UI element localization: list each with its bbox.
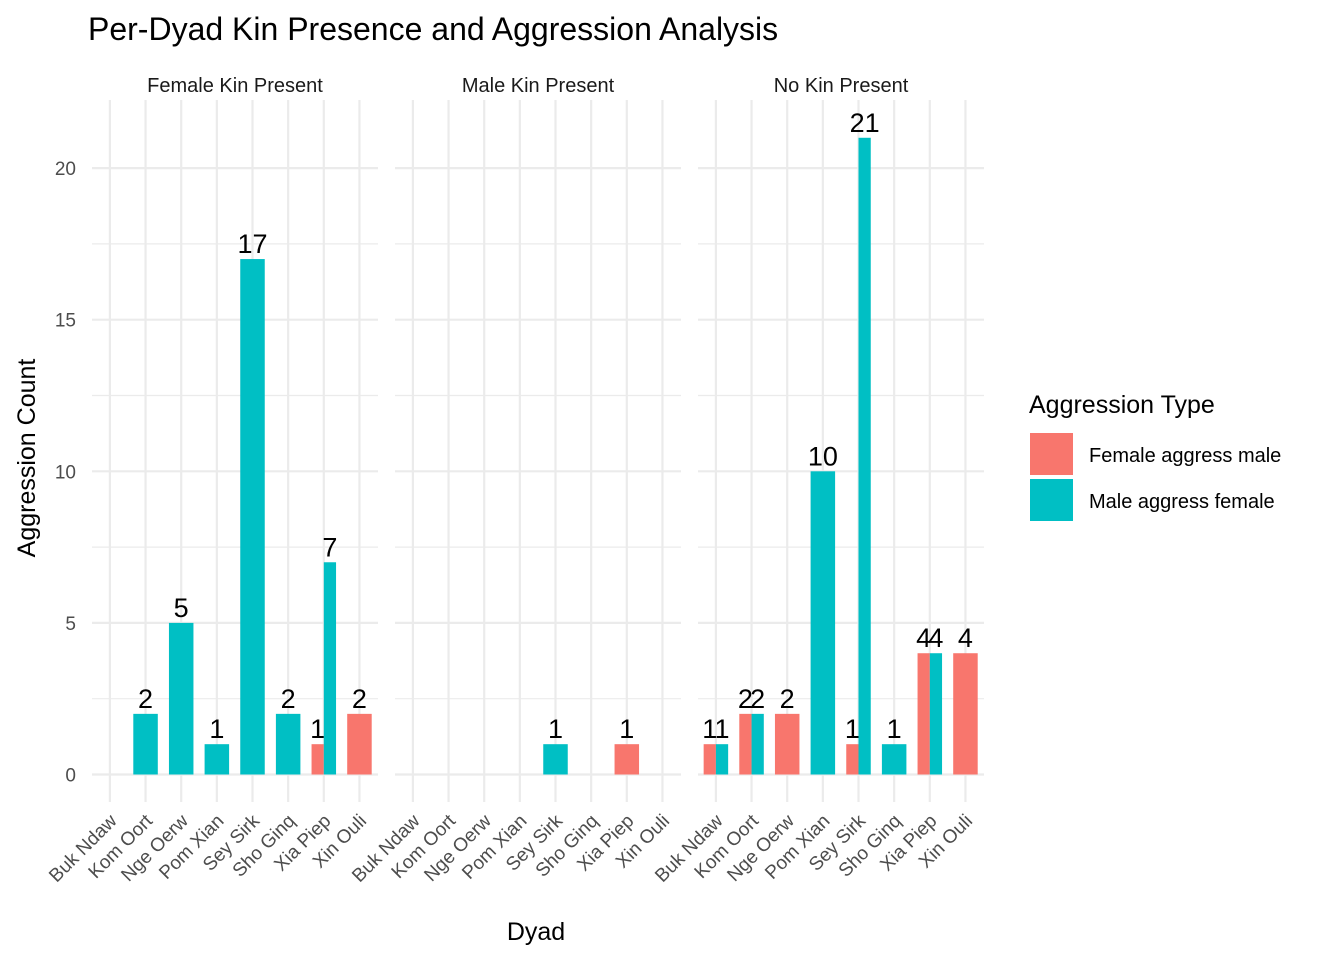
- y-tick-label: 5: [65, 614, 76, 635]
- legend-title: Aggression Type: [1029, 391, 1215, 419]
- bar-value-label: 1: [619, 714, 634, 744]
- bar: [240, 259, 265, 775]
- bar-value-label: 2: [750, 684, 765, 714]
- bar: [133, 713, 158, 775]
- bar: [311, 744, 324, 775]
- y-tick-label: 20: [55, 159, 76, 180]
- bar: [703, 744, 716, 775]
- bar: [881, 744, 907, 775]
- legend-label: Female aggress male: [1089, 445, 1281, 467]
- legend-key: [1030, 479, 1073, 521]
- bar-value-label: 7: [322, 532, 337, 562]
- bar: [929, 653, 943, 775]
- bar-value-label: 1: [548, 714, 563, 744]
- facet-strip-label: Male Kin Present: [462, 75, 615, 97]
- bar-value-label: 4: [928, 623, 943, 653]
- bar: [774, 713, 800, 775]
- bar-value-label: 5: [174, 593, 189, 623]
- bar-value-label: 1: [715, 714, 730, 744]
- y-axis-title: Aggression Count: [13, 359, 41, 558]
- y-tick-label: 0: [65, 766, 76, 787]
- bar: [917, 653, 930, 775]
- bar-value-label: 2: [780, 684, 795, 714]
- bar: [168, 622, 194, 775]
- bar-value-label: 21: [850, 108, 880, 138]
- bar: [739, 713, 752, 775]
- bar: [543, 744, 568, 775]
- bar: [204, 744, 230, 775]
- bar-value-label: 2: [138, 684, 153, 714]
- bar: [953, 653, 978, 775]
- bar: [323, 562, 337, 775]
- facet-strip-label: No Kin Present: [774, 75, 909, 97]
- legend: Aggression Type Female aggress male Male …: [1029, 391, 1281, 521]
- bar: [846, 744, 859, 775]
- bar-value-label: 17: [237, 229, 267, 259]
- bar: [715, 744, 729, 775]
- bar: [858, 137, 871, 775]
- bar-value-label: 1: [845, 714, 860, 744]
- x-axis-title: Dyad: [507, 918, 565, 946]
- bar-value-label: 1: [702, 714, 717, 744]
- bar: [614, 744, 640, 775]
- bar-value-label: 2: [352, 684, 367, 714]
- bar-value-label: 4: [916, 623, 931, 653]
- bar: [347, 713, 372, 775]
- bar-value-label: 2: [738, 684, 753, 714]
- y-tick-label: 15: [55, 311, 76, 332]
- bar: [810, 471, 836, 775]
- chart-title: Per-Dyad Kin Presence and Aggression Ana…: [88, 11, 778, 47]
- bar-value-label: 1: [887, 714, 902, 744]
- y-tick-label: 10: [55, 462, 76, 483]
- bar-value-label: 4: [958, 623, 973, 653]
- legend-key: [1030, 433, 1073, 475]
- bar-value-label: 10: [808, 441, 838, 471]
- facet-strip-label: Female Kin Present: [147, 75, 323, 97]
- bar-value-label: 1: [310, 714, 325, 744]
- legend-label: Male aggress female: [1089, 491, 1275, 513]
- bar: [751, 713, 764, 775]
- bar-value-label: 1: [209, 714, 224, 744]
- bar-value-label: 2: [281, 684, 296, 714]
- bar: [275, 713, 301, 775]
